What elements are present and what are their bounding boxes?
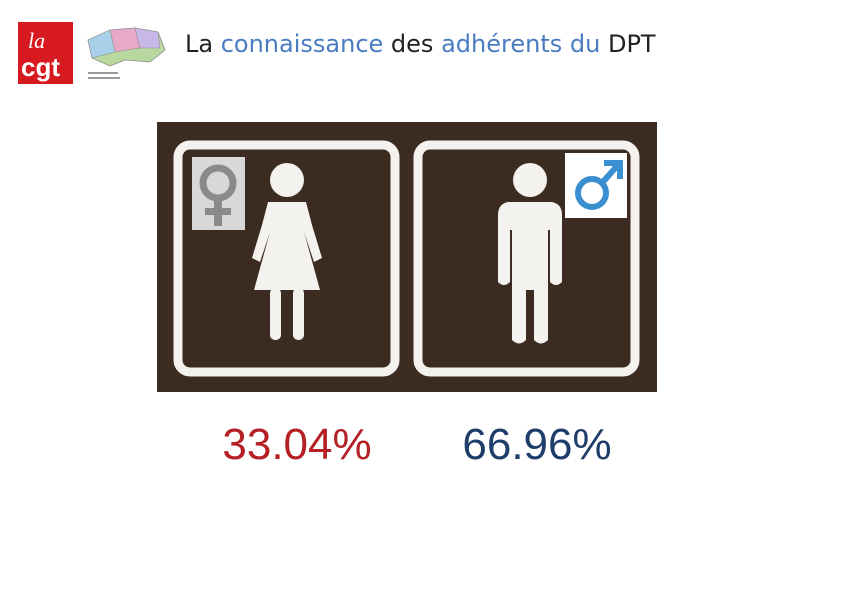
slide-title: La connaissance des adhérents du DPT <box>185 30 656 58</box>
title-part: des <box>390 30 434 58</box>
women-percentage: 33.04% <box>222 420 372 469</box>
men-percentage: 66.96% <box>462 420 612 469</box>
title-part: connaissance <box>220 30 384 58</box>
logo-line2: cgt <box>21 52 60 82</box>
title-part: La <box>185 30 214 58</box>
title-part: DPT <box>607 30 656 58</box>
restroom-sign <box>157 122 657 392</box>
cgt-logo: la cgt <box>18 22 73 84</box>
woman-figure <box>252 163 322 340</box>
logo-line1: la <box>28 28 45 53</box>
region-map <box>87 27 166 79</box>
man-figure <box>498 163 562 344</box>
title-part: adhérents <box>441 30 563 58</box>
title-part: du <box>569 30 601 58</box>
venus-symbol <box>192 157 245 230</box>
mars-symbol <box>565 153 627 218</box>
